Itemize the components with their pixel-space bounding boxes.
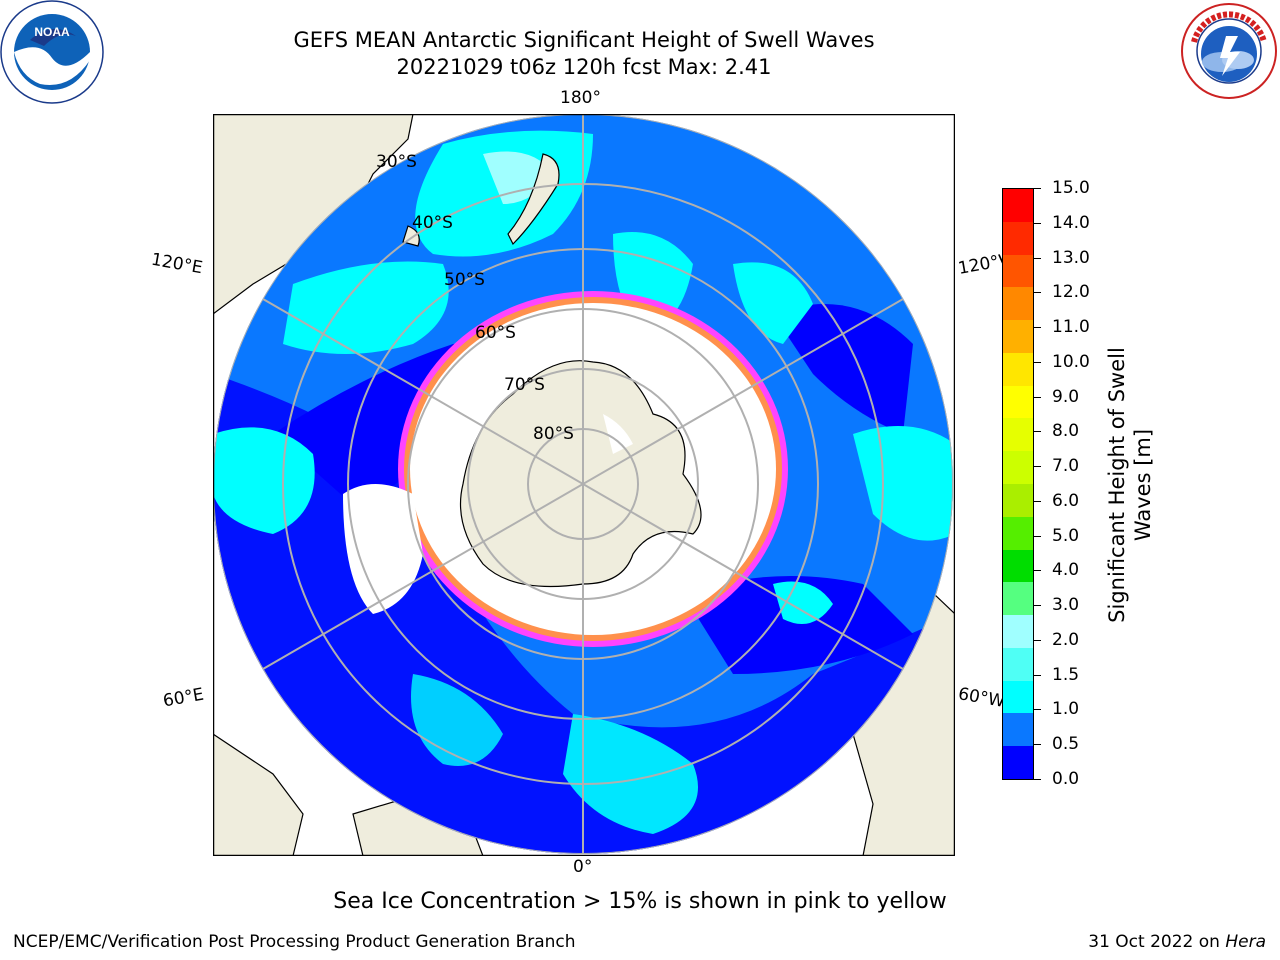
footer-credit: NCEP/EMC/Verification Post Processing Pr… [13,932,576,952]
colorbar-segment [1003,549,1033,583]
colorbar-tick-label: 6.0 [1052,490,1080,511]
colorbar-tick [1034,744,1041,746]
lon-label-60w: 60°W [956,684,1007,712]
footer-date: 31 Oct 2022 on Hera [1088,932,1266,952]
lon-label-120e: 120°E [149,249,205,279]
colorbar-tick-label: 14.0 [1052,212,1090,233]
colorbar-tick-label: 1.0 [1052,699,1080,720]
lon-label-60e: 60°E [161,684,206,712]
svg-text:NOAA: NOAA [34,25,70,39]
graticule [213,114,953,854]
sea-ice-note: Sea Ice Concentration > 15% is shown in … [333,889,947,914]
colorbar-segment [1003,286,1033,321]
footer-host: Hera [1225,932,1266,952]
colorbar-segment [1003,483,1033,517]
colorbar-tick [1034,222,1041,224]
polar-map [212,113,956,857]
colorbar-tick [1034,188,1041,189]
colorbar-tick [1034,709,1041,711]
colorbar-tick-label: 8.0 [1052,421,1080,442]
footer-date-text: 31 Oct 2022 on [1088,932,1226,952]
colorbar-segment [1003,516,1033,550]
colorbar-tick [1034,535,1041,537]
colorbar-segment [1003,450,1033,484]
colorbar-tick [1034,327,1041,329]
lon-label-180: 180° [560,88,601,108]
colorbar-tick-label: 3.0 [1052,595,1080,616]
lat-label-40s: 40°S [412,213,453,233]
lat-label-80s: 80°S [533,424,574,444]
colorbar-segment [1003,385,1033,419]
colorbar-tick-label: 5.0 [1052,525,1080,546]
colorbar-tick [1034,779,1041,780]
colorbar-segment [1003,188,1033,222]
colorbar-tick-label: 1.5 [1052,664,1080,685]
chart-title: GEFS MEAN Antarctic Significant Height o… [293,28,875,52]
colorbar-segment [1003,680,1033,714]
lat-label-30s: 30°S [376,152,417,172]
lat-label-70s: 70°S [504,375,545,395]
colorbar-segment [1003,319,1033,353]
chart-subtitle: 20221029 t06z 120h fcst Max: 2.41 [396,55,772,79]
colorbar-tick [1034,570,1041,572]
colorbar-tick [1034,674,1041,676]
colorbar-tick-label: 12.0 [1052,282,1090,303]
colorbar-tick [1034,257,1041,259]
colorbar-tick [1034,466,1041,468]
colorbar-tick-label: 0.5 [1052,734,1080,755]
colorbar-segment [1003,745,1033,779]
colorbar-tick-label: 11.0 [1052,317,1090,338]
colorbar-tick [1034,431,1041,433]
colorbar-segment [1003,221,1033,255]
nws-logo [1180,2,1278,100]
colorbar-tick-label: 4.0 [1052,560,1080,581]
colorbar-tick-label: 0.0 [1052,769,1080,789]
colorbar-tick [1034,361,1041,363]
colorbar-tick [1034,396,1041,398]
colorbar-segment [1003,712,1033,747]
colorbar [1002,188,1034,780]
colorbar-tick-label: 2.0 [1052,629,1080,650]
lon-label-0: 0° [573,857,593,877]
colorbar-tick-label: 10.0 [1052,351,1090,372]
colorbar-tick-label: 13.0 [1052,247,1090,268]
lat-label-50s: 50°S [444,270,485,290]
colorbar-tick [1034,500,1041,502]
colorbar-segment [1003,352,1033,386]
lat-label-60s: 60°S [475,323,516,343]
colorbar-tick-label: 15.0 [1052,178,1090,198]
colorbar-segment [1003,581,1033,616]
colorbar-label: Significant Height of Swell Waves [m] [1105,347,1155,623]
colorbar-tick-label: 7.0 [1052,456,1080,477]
colorbar-tick [1034,639,1041,641]
noaa-logo: NOAA [0,0,104,104]
colorbar-segment [1003,254,1033,288]
colorbar-segment [1003,417,1033,452]
colorbar-tick [1034,292,1041,294]
colorbar-segment [1003,647,1033,681]
colorbar-tick-label: 9.0 [1052,386,1080,407]
colorbar-tick [1034,605,1041,607]
colorbar-segment [1003,614,1033,648]
